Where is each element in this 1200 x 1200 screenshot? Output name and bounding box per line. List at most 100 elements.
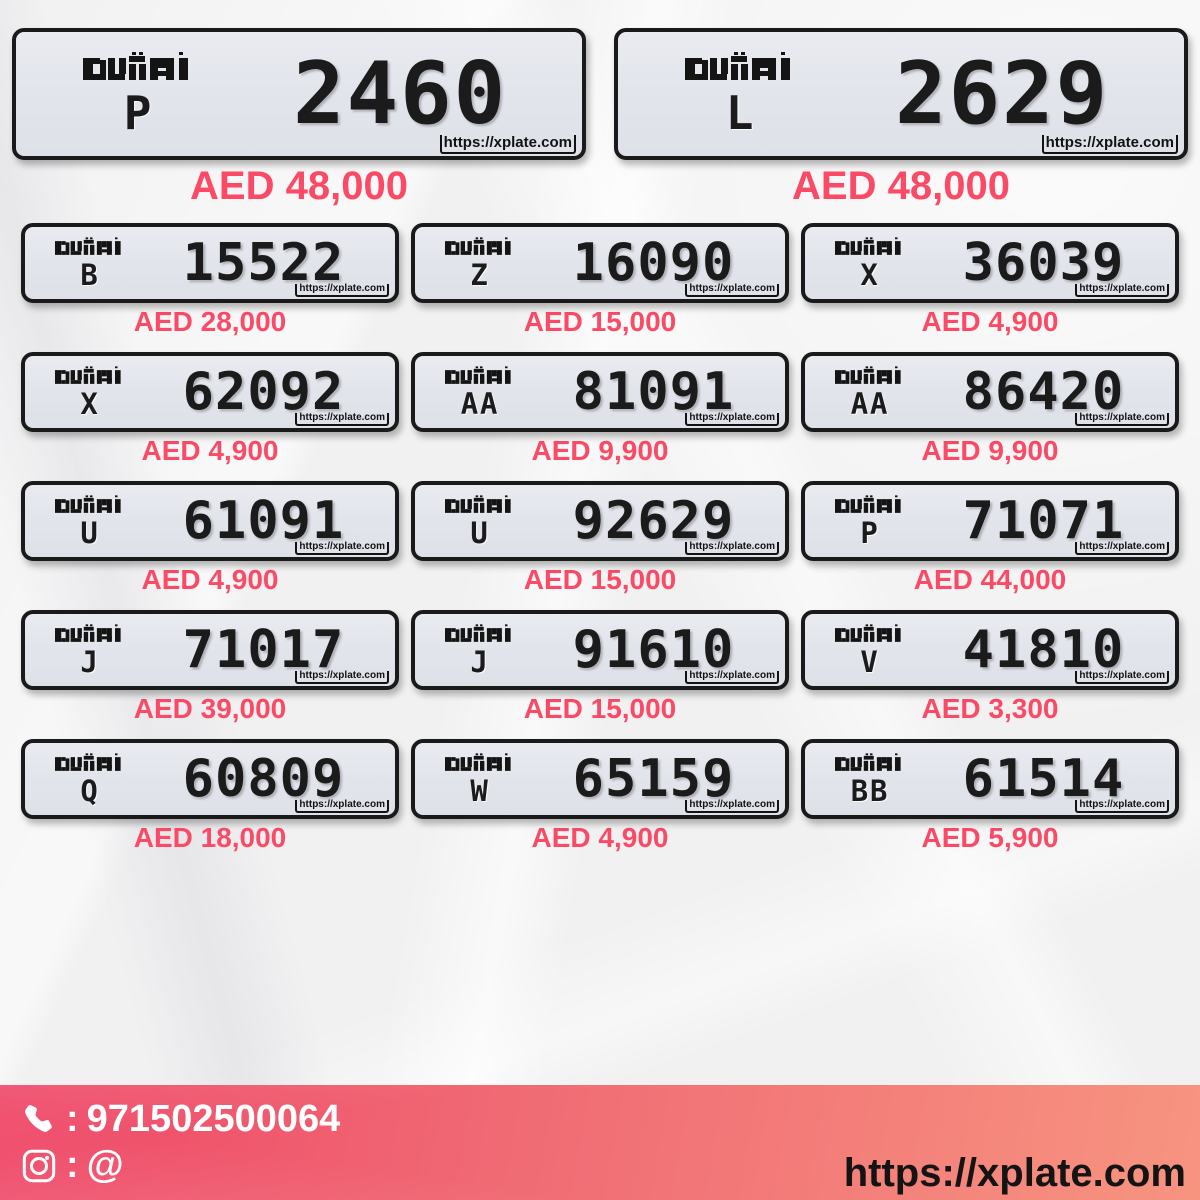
license-plate[interactable]: B 15522 https://xplate.com (21, 223, 399, 303)
plate-card[interactable]: J 91610 https://xplate.com AED 15,000 (411, 610, 789, 725)
dubai-emblem-icon (835, 365, 905, 388)
plate-left-panel: U (415, 485, 536, 557)
plate-row: U 61091 https://xplate.com AED 4,900 U 92629 h… (0, 467, 1200, 596)
plate-grid: P 2460 https://xplate.com AED 48,000 (0, 0, 1200, 854)
license-plate[interactable]: Q 60809 https://xplate.com (21, 739, 399, 819)
dubai-emblem-icon (445, 623, 515, 646)
license-plate[interactable]: BB 61514 https://xplate.com (801, 739, 1179, 819)
plate-card[interactable]: L 2629 https://xplate.com AED 48,000 (614, 28, 1188, 209)
dubai-emblem-icon (685, 52, 797, 86)
license-plate[interactable]: Z 16090 https://xplate.com (411, 223, 789, 303)
plate-watermark: https://xplate.com (295, 541, 389, 555)
plate-price: AED 18,000 (133, 822, 287, 853)
plate-row: B 15522 https://xplate.com AED 28,000 Z 16090… (0, 209, 1200, 338)
dubai-emblem-icon (445, 494, 515, 517)
plate-card[interactable]: BB 61514 https://xplate.com AED 5,900 (801, 739, 1179, 854)
plate-card[interactable]: P 71071 https://xplate.com AED 44,000 (801, 481, 1179, 596)
plate-card[interactable]: U 61091 https://xplate.com AED 4,900 (21, 481, 399, 596)
plate-number: 2460 (293, 44, 507, 144)
dubai-emblem-icon (55, 623, 125, 646)
dubai-emblem-icon (445, 236, 515, 259)
featured-row: P 2460 https://xplate.com AED 48,000 (0, 0, 1200, 209)
plate-number: 61514 (962, 749, 1125, 809)
license-plate[interactable]: W 65159 https://xplate.com (411, 739, 789, 819)
plate-watermark: https://xplate.com (295, 670, 389, 684)
plate-code: V (860, 644, 880, 679)
plate-number: 60809 (182, 749, 345, 809)
plate-card[interactable]: AA 86420 https://xplate.com AED 9,900 (801, 352, 1179, 467)
license-plate[interactable]: X 36039 https://xplate.com (801, 223, 1179, 303)
plate-card[interactable]: W 65159 https://xplate.com AED 4,900 (411, 739, 789, 854)
dubai-emblem-icon (55, 752, 125, 775)
plate-code: J (470, 644, 490, 679)
license-plate[interactable]: P 71071 https://xplate.com (801, 481, 1179, 561)
plate-card[interactable]: B 15522 https://xplate.com AED 28,000 (21, 223, 399, 338)
plate-number: 2629 (895, 44, 1109, 144)
standard-rows: B 15522 https://xplate.com AED 28,000 Z 16090… (0, 209, 1200, 854)
dubai-emblem-icon (445, 365, 515, 388)
instagram-line[interactable]: : @ (16, 1144, 340, 1188)
plate-watermark: https://xplate.com (439, 135, 576, 154)
phone-number: 971502500064 (86, 1098, 341, 1141)
plate-card[interactable]: AA 81091 https://xplate.com AED 9,900 (411, 352, 789, 467)
plate-price: AED 15,000 (523, 564, 677, 595)
instagram-handle: @ (86, 1144, 124, 1187)
dubai-emblem-icon (55, 494, 125, 517)
phone-line[interactable]: : 971502500064 (16, 1098, 340, 1142)
license-plate[interactable]: L 2629 https://xplate.com (614, 28, 1188, 160)
license-plate[interactable]: J 91610 https://xplate.com (411, 610, 789, 690)
plate-price: AED 4,900 (141, 435, 279, 466)
plate-code: Q (80, 773, 100, 808)
plate-card[interactable]: P 2460 https://xplate.com AED 48,000 (12, 28, 586, 209)
license-plate[interactable]: V 41810 https://xplate.com (801, 610, 1179, 690)
plate-left-panel: BB (805, 743, 926, 815)
license-plate[interactable]: AA 86420 https://xplate.com (801, 352, 1179, 432)
plate-watermark: https://xplate.com (295, 412, 389, 426)
instagram-icon (16, 1144, 62, 1188)
plate-card[interactable]: X 36039 https://xplate.com AED 4,900 (801, 223, 1179, 338)
plate-price: AED 48,000 (792, 164, 1010, 208)
plate-left-panel: AA (415, 356, 536, 428)
plate-card[interactable]: X 62092 https://xplate.com AED 4,900 (21, 352, 399, 467)
plate-number: 81091 (572, 362, 735, 422)
plate-watermark: https://xplate.com (685, 283, 779, 297)
plate-card[interactable]: Q 60809 https://xplate.com AED 18,000 (21, 739, 399, 854)
plate-price: AED 48,000 (190, 164, 408, 208)
plate-code: BB (850, 773, 890, 808)
plate-watermark: https://xplate.com (685, 799, 779, 813)
plate-left-panel: L (622, 32, 846, 156)
dubai-emblem-icon (835, 494, 905, 517)
plate-code: J (80, 644, 100, 679)
dubai-emblem-icon (835, 236, 905, 259)
plate-card[interactable]: J 71017 https://xplate.com AED 39,000 (21, 610, 399, 725)
plate-left-panel: P (20, 32, 244, 156)
plate-watermark: https://xplate.com (685, 412, 779, 426)
plate-code: Z (470, 257, 490, 292)
dubai-emblem-icon (835, 623, 905, 646)
dubai-emblem-icon (55, 236, 125, 259)
plate-code: L (725, 86, 757, 140)
license-plate[interactable]: J 71017 https://xplate.com (21, 610, 399, 690)
plate-watermark: https://xplate.com (1075, 412, 1169, 426)
license-plate[interactable]: P 2460 https://xplate.com (12, 28, 586, 160)
plate-code: AA (460, 386, 500, 421)
instagram-separator: : (66, 1144, 79, 1187)
plate-left-panel: V (805, 614, 926, 686)
license-plate[interactable]: U 61091 https://xplate.com (21, 481, 399, 561)
plate-left-panel: X (25, 356, 146, 428)
plate-watermark: https://xplate.com (295, 799, 389, 813)
plate-watermark: https://xplate.com (295, 283, 389, 297)
plate-left-panel: Z (415, 227, 536, 299)
license-plate[interactable]: X 62092 https://xplate.com (21, 352, 399, 432)
plate-card[interactable]: Z 16090 https://xplate.com AED 15,000 (411, 223, 789, 338)
plate-card[interactable]: V 41810 https://xplate.com AED 3,300 (801, 610, 1179, 725)
license-plate[interactable]: AA 81091 https://xplate.com (411, 352, 789, 432)
footer-website-url[interactable]: https://xplate.com (843, 1151, 1186, 1195)
plate-card[interactable]: U 92629 https://xplate.com AED 15,000 (411, 481, 789, 596)
plate-number: 36039 (962, 233, 1125, 293)
plate-code: P (123, 86, 155, 140)
plate-watermark: https://xplate.com (1075, 283, 1169, 297)
plate-number: 41810 (962, 620, 1125, 680)
license-plate[interactable]: U 92629 https://xplate.com (411, 481, 789, 561)
